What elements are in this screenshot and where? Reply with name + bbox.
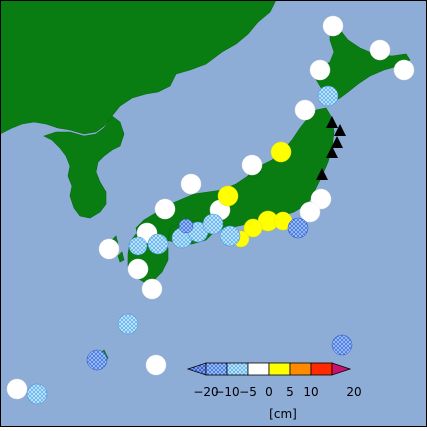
triangle-marker — [326, 146, 338, 158]
white-marker — [393, 59, 415, 81]
white-markers — [6, 15, 415, 400]
legend-bin-yellow — [268, 362, 291, 376]
white-marker — [127, 258, 149, 280]
legend-arrow-right — [331, 362, 352, 376]
light-blue-marker — [219, 225, 241, 247]
legend-tick-label: −10 — [214, 385, 239, 399]
legend-tick-label: 10 — [303, 385, 318, 399]
white-marker — [154, 198, 176, 220]
blue-marker — [178, 218, 194, 234]
light-blue-marker — [128, 236, 148, 256]
light-blue-marker — [26, 383, 48, 405]
yellow-markers — [217, 141, 293, 248]
light-blue-marker — [147, 233, 169, 255]
blue-marker — [287, 217, 309, 239]
light-blue-marker — [317, 85, 339, 107]
light-blue-marker — [117, 313, 139, 335]
yellow-marker — [270, 141, 292, 163]
legend-bin-light-blue — [226, 362, 249, 376]
legend-bin-red — [310, 362, 333, 376]
white-marker — [241, 154, 263, 176]
white-marker — [145, 354, 167, 376]
white-marker — [141, 278, 163, 300]
legend-bin-blue — [205, 362, 228, 376]
triangle-marker — [316, 168, 328, 180]
mainland-asia-land — [0, 0, 277, 219]
light-blue-marker — [202, 213, 224, 235]
white-marker — [6, 378, 28, 400]
triangle-marker — [326, 116, 338, 128]
white-marker — [180, 173, 202, 195]
white-marker — [299, 201, 321, 223]
triangle-markers — [316, 116, 346, 180]
legend-unit-label: [cm] — [269, 407, 297, 421]
legend-tick-label: 20 — [346, 385, 361, 399]
white-marker — [322, 15, 344, 37]
legend-tick-label: −5 — [239, 385, 257, 399]
legend-tick-label: 0 — [265, 385, 273, 399]
legend-tick-label: −20 — [193, 385, 218, 399]
yellow-marker — [217, 185, 239, 207]
white-marker — [98, 238, 120, 260]
legend-tick-label: 5 — [286, 385, 294, 399]
blue-marker — [331, 334, 353, 356]
goto-islands-land — [117, 251, 125, 263]
blue-marker — [86, 349, 108, 371]
legend-bin-orange — [289, 362, 312, 376]
legend: −20 −10 −5 0 5 10 20 [cm] — [186, 362, 362, 421]
blue-markers — [86, 217, 353, 371]
white-marker — [369, 39, 391, 61]
triangle-marker — [334, 124, 346, 136]
white-marker — [309, 59, 331, 81]
legend-bin-white — [247, 362, 270, 376]
white-marker — [294, 99, 316, 121]
triangle-marker — [331, 136, 343, 148]
yellow-marker — [243, 218, 263, 238]
